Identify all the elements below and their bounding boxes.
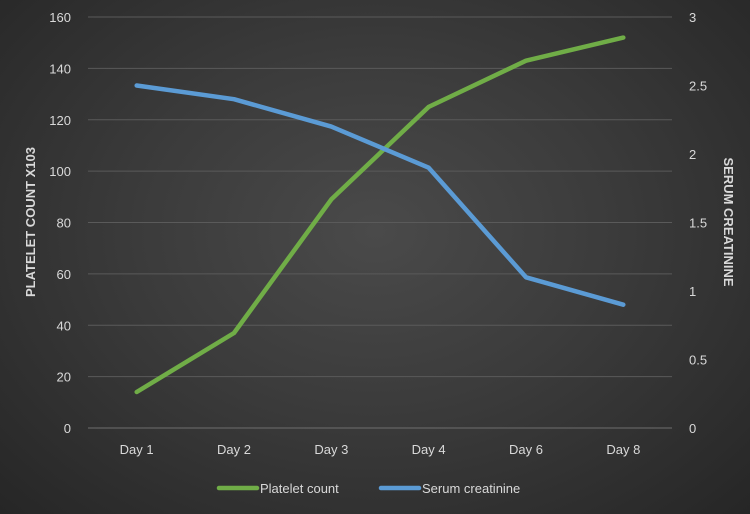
y-left-tick-label: 120: [49, 113, 71, 128]
legend-label-platelet-count: Platelet count: [260, 481, 339, 496]
platelet-count-line: [134, 35, 626, 395]
y-left-tick-label: 60: [57, 267, 71, 282]
legend: Platelet count Serum creatinine: [216, 481, 520, 496]
y-left-tick-label: 20: [57, 370, 71, 385]
y-right-tick-label: 1: [689, 284, 696, 299]
y-left-tick-label: 100: [49, 164, 71, 179]
serum-creatinine-line: [134, 83, 626, 307]
y-left-tick-label: 0: [64, 421, 71, 436]
y-left-tick-label: 160: [49, 10, 71, 25]
y-left-tick-label: 80: [57, 216, 71, 231]
gridlines: [88, 16, 672, 378]
x-axis-ticks: Day 1 Day 2 Day 3 Day 4 Day 6 Day 8: [120, 442, 641, 457]
right-axis-title: SERUM CREATININE: [721, 157, 736, 286]
y-right-tick-label: 3: [689, 10, 696, 25]
y-left-tick-label: 40: [57, 318, 71, 333]
legend-label-serum-creatinine: Serum creatinine: [422, 481, 520, 496]
x-tick-label: Day 3: [314, 442, 348, 457]
right-axis-ticks: 0 0.5 1 1.5 2 2.5 3: [689, 10, 707, 436]
x-tick-label: Day 8: [606, 442, 640, 457]
left-axis-ticks: 0 20 40 60 80 100 120 140 160: [49, 10, 71, 436]
x-tick-label: Day 6: [509, 442, 543, 457]
x-tick-label: Day 2: [217, 442, 251, 457]
series-lines: [134, 35, 626, 395]
x-tick-label: Day 1: [120, 442, 154, 457]
y-right-tick-label: 2.5: [689, 79, 707, 94]
y-right-tick-label: 1.5: [689, 216, 707, 231]
x-tick-label: Day 4: [412, 442, 446, 457]
y-right-tick-label: 0: [689, 421, 696, 436]
y-right-tick-label: 0.5: [689, 353, 707, 368]
left-axis-title: PLATELET COUNT X103: [23, 147, 38, 297]
y-left-tick-label: 140: [49, 61, 71, 76]
y-right-tick-label: 2: [689, 147, 696, 162]
